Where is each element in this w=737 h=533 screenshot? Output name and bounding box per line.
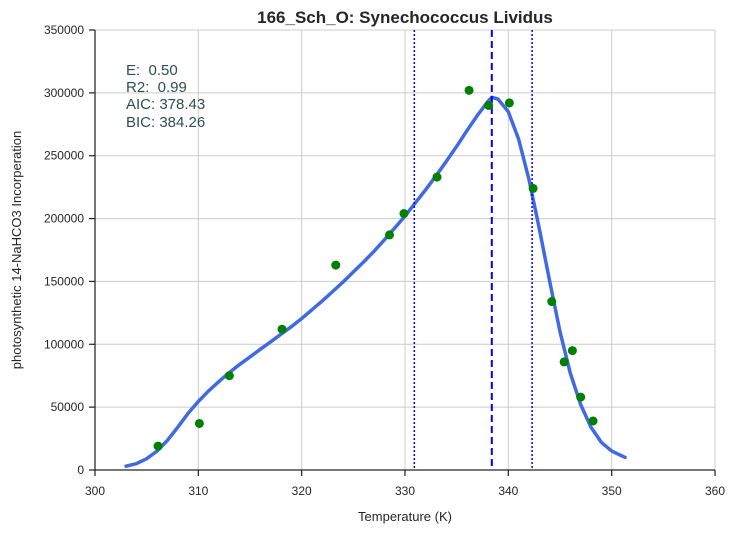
x-tick-label: 330 xyxy=(395,484,415,498)
y-tick-label: 300000 xyxy=(44,86,84,100)
x-tick-label: 300 xyxy=(85,484,105,498)
chart-title: 166_Sch_O: Synechococcus Lividus xyxy=(257,8,553,27)
data-point xyxy=(153,441,163,451)
x-tick-label: 350 xyxy=(602,484,622,498)
annotation-aic: AIC: 378.43 xyxy=(126,96,205,113)
fit-annotation: E: 0.50 R2: 0.99 AIC: 378.43 BIC: 384.26 xyxy=(126,62,205,131)
labels: 300 310 320 330 340 350 360 0 50000 100000 150000 2… xyxy=(44,23,725,498)
y-tick-label: 0 xyxy=(77,463,84,477)
fit-curve-group xyxy=(124,95,627,468)
data-point xyxy=(504,98,514,108)
annotation-r2: R2: 0.99 xyxy=(126,79,187,96)
x-axis-label: Temperature (K) xyxy=(358,509,452,524)
y-tick-label: 50000 xyxy=(51,400,85,414)
data-point xyxy=(528,183,538,193)
data-point xyxy=(399,209,409,219)
x-tick-label: 310 xyxy=(188,484,208,498)
annotation-e: E: 0.50 xyxy=(126,62,178,79)
y-tick-label: 350000 xyxy=(44,23,84,37)
fit-curve xyxy=(124,95,627,468)
y-tick-label: 200000 xyxy=(44,212,84,226)
data-point xyxy=(559,357,569,367)
data-points xyxy=(153,85,598,451)
vertical-lines xyxy=(413,30,533,470)
data-point xyxy=(331,260,341,270)
y-tick-label: 150000 xyxy=(44,274,84,288)
data-point xyxy=(194,418,204,428)
y-tick-label: 100000 xyxy=(44,337,84,351)
data-point xyxy=(385,230,394,240)
x-tick-label: 340 xyxy=(498,484,518,498)
data-point xyxy=(576,392,586,402)
x-tick-label: 320 xyxy=(292,484,312,498)
data-point xyxy=(547,297,557,307)
data-point xyxy=(224,371,234,381)
axes xyxy=(89,29,716,476)
x-tick-label: 360 xyxy=(705,484,725,498)
data-point xyxy=(567,346,577,356)
data-point xyxy=(588,416,598,426)
y-axis-label: photosynthetic 14-NaHCO3 Incorperation xyxy=(9,131,24,369)
annotation-bic: BIC: 384.26 xyxy=(126,114,205,131)
y-tick-label: 250000 xyxy=(44,149,84,163)
data-point xyxy=(277,324,287,334)
grid xyxy=(94,29,716,471)
data-point xyxy=(432,172,442,182)
data-point xyxy=(484,100,494,110)
data-point xyxy=(464,85,474,95)
